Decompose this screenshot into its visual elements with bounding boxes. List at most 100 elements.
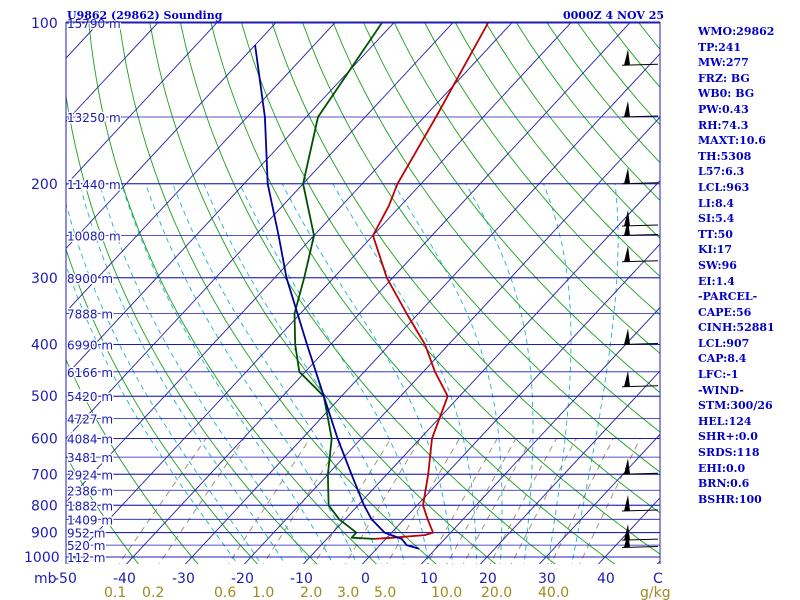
index-item: CAP:8.4 bbox=[698, 352, 747, 366]
wind-barb bbox=[621, 458, 659, 475]
moist-adiabat-line bbox=[239, 183, 430, 564]
mix-label-0-6: 0.6 bbox=[214, 585, 236, 600]
moist-adiabat-line bbox=[465, 183, 534, 564]
isotherm-line bbox=[420, 306, 660, 564]
dry-adiabat-line bbox=[180, 22, 556, 564]
index-item: L57:6.3 bbox=[698, 165, 745, 179]
index-item: SI:5.4 bbox=[698, 212, 735, 226]
moist-adiabat-line bbox=[203, 183, 406, 564]
height-label: 2924 m bbox=[67, 468, 113, 482]
index-item: STM:300/26 bbox=[698, 399, 773, 413]
wind-barbs bbox=[621, 49, 659, 549]
wind-barb bbox=[621, 167, 659, 185]
dry-adiabat-line bbox=[363, 22, 660, 394]
isotherm-line bbox=[66, 22, 278, 250]
moist-adiabat-lines bbox=[66, 183, 619, 564]
mixing-ratio-line bbox=[158, 438, 245, 564]
pressure-label-200: 200 bbox=[31, 177, 58, 193]
pressure-label-800: 800 bbox=[31, 498, 58, 514]
height-label: 3481 m bbox=[67, 451, 113, 465]
wind-barb-flag bbox=[624, 219, 630, 236]
isotherm-lines bbox=[66, 22, 660, 564]
isotherm-line bbox=[66, 22, 160, 123]
dry-adiabat-line bbox=[66, 247, 259, 564]
isotherm-line bbox=[66, 22, 337, 313]
wind-barb-flag bbox=[624, 458, 630, 475]
station-title: U9862 (29862) Sounding bbox=[67, 9, 223, 22]
index-item: WB0: BG bbox=[698, 87, 755, 101]
index-item: SHR+:0.0 bbox=[698, 430, 758, 444]
temp-label-30: -30 bbox=[172, 571, 195, 587]
isotherm-line bbox=[66, 22, 219, 186]
wind-barb-flag bbox=[624, 245, 630, 262]
wind-barb-flag bbox=[624, 49, 630, 66]
wind-barb bbox=[621, 101, 659, 118]
temp-label-10: -10 bbox=[290, 571, 313, 587]
dry-adiabat-line bbox=[424, 22, 660, 316]
index-item: WMO:29862 bbox=[698, 25, 775, 38]
wind-barb-flag bbox=[624, 494, 630, 511]
pressure-label-500: 500 bbox=[31, 389, 58, 405]
pressure-label-700: 700 bbox=[31, 467, 58, 483]
temp-label-0: 0 bbox=[361, 571, 370, 587]
index-item: CINH:52881 bbox=[698, 321, 775, 335]
mixing-ratio-line bbox=[313, 438, 392, 564]
index-item: RH:74.3 bbox=[698, 118, 749, 132]
index-item: TP:241 bbox=[698, 40, 742, 54]
moist-adiabat-line bbox=[121, 183, 334, 564]
mix-label-0-1: 0.1 bbox=[104, 585, 126, 600]
isotherm-line bbox=[184, 53, 660, 564]
index-item: TT:50 bbox=[698, 227, 733, 241]
temp-label-50: -50 bbox=[54, 571, 77, 587]
isotherm-line bbox=[243, 116, 660, 564]
height-label: 6990 m bbox=[67, 339, 113, 353]
temp-label-30: 30 bbox=[538, 571, 556, 587]
height-label: 15790 m bbox=[67, 17, 121, 31]
height-label: 13250 m bbox=[67, 111, 121, 125]
sounding-series bbox=[254, 22, 489, 550]
height-label: 112 m bbox=[67, 551, 105, 565]
isotherm-line bbox=[538, 433, 660, 564]
height-label: 7888 m bbox=[67, 308, 113, 322]
pressure-label-600: 600 bbox=[31, 432, 58, 448]
mixing-ratio-line bbox=[344, 438, 421, 564]
height-label: 10080 m bbox=[67, 230, 121, 244]
dry-adiabat-line bbox=[66, 92, 318, 564]
wind-barb-flag bbox=[624, 167, 630, 184]
index-item: TH:5308 bbox=[698, 149, 752, 163]
mixing-ratio-line bbox=[386, 438, 460, 564]
moist-adiabat-line bbox=[66, 202, 262, 564]
index-item: EI:1.4 bbox=[698, 274, 735, 288]
wind-barb-flag bbox=[624, 531, 630, 548]
isotherm-line bbox=[479, 370, 660, 564]
height-label: 520 m bbox=[67, 539, 105, 553]
mix-label-5-0: 5.0 bbox=[374, 585, 396, 600]
wind-barb bbox=[621, 494, 659, 512]
series-dewpoint bbox=[293, 22, 383, 540]
isotherm-line bbox=[66, 22, 455, 440]
dry-adiabat-line bbox=[66, 358, 199, 564]
mix-label-3-0: 3.0 bbox=[337, 585, 359, 600]
height-label: 1409 m bbox=[67, 513, 113, 527]
height-label: 8900 m bbox=[67, 272, 113, 286]
isobar-lines bbox=[66, 22, 660, 558]
index-item: BSHR:100 bbox=[698, 492, 762, 506]
height-label: 2386 m bbox=[67, 484, 113, 498]
isotherm-line bbox=[66, 22, 573, 564]
pressure-label-1000: 1000 bbox=[24, 550, 60, 566]
dry-adiabat-line bbox=[455, 22, 660, 278]
index-item: BRN:0.6 bbox=[698, 477, 750, 491]
wind-barb bbox=[621, 49, 659, 66]
pressure-label-300: 300 bbox=[31, 271, 58, 287]
height-label: 6166 m bbox=[67, 366, 113, 380]
mix-label-10-0: 10.0 bbox=[431, 585, 462, 600]
temp-label-mb: mb bbox=[34, 571, 57, 587]
dry-adiabat-line bbox=[393, 22, 660, 355]
dry-adiabat-line bbox=[271, 22, 660, 514]
moist-adiabat-line bbox=[543, 183, 572, 564]
dry-adiabat-line bbox=[332, 22, 660, 433]
index-item: MW:277 bbox=[698, 56, 749, 70]
index-item: SW:96 bbox=[698, 258, 737, 272]
